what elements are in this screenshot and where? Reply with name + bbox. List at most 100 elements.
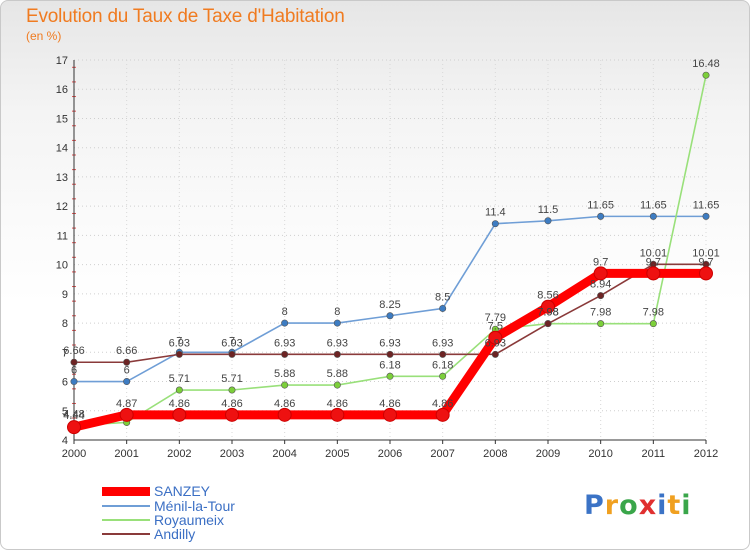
data-point: [491, 220, 499, 228]
data-point: [699, 266, 713, 281]
logo-letter: r: [604, 490, 620, 521]
data-point: [228, 350, 236, 358]
data-label: 10.01: [692, 247, 720, 259]
x-tick-label: 2009: [536, 448, 560, 460]
data-label: 7: [176, 335, 182, 347]
data-point: [386, 312, 394, 320]
data-label: 4.86: [432, 398, 453, 410]
x-tick-label: 2011: [642, 448, 666, 460]
legend-swatch-royaumeix: [102, 519, 150, 521]
data-label: 4.86: [169, 398, 190, 410]
data-point: [281, 350, 289, 358]
data-point: [175, 350, 183, 358]
legend-item-andilly[interactable]: Andilly: [102, 526, 302, 542]
data-point: [172, 407, 187, 422]
data-label: 11.4: [485, 207, 506, 219]
data-label: 6.18: [379, 359, 400, 371]
data-label: 7: [229, 335, 235, 347]
data-point: [702, 212, 710, 220]
data-label: 4.86: [327, 398, 348, 410]
x-tick-label: 2006: [378, 448, 402, 460]
data-label: 4.48: [63, 408, 84, 420]
data-point: [646, 266, 661, 281]
x-tick-label: 2010: [588, 448, 612, 460]
data-point: [439, 350, 447, 358]
y-tick-label: 15: [56, 113, 68, 125]
legend-item-sanzey[interactable]: SANZEY: [102, 483, 302, 499]
y-tick-label: 13: [56, 172, 68, 184]
data-label: 11.65: [693, 199, 720, 211]
legend-label: Royaumeix: [154, 512, 225, 528]
data-point: [649, 212, 657, 220]
logo-letter: o: [619, 490, 639, 521]
logo-letter: i: [657, 490, 668, 521]
x-tick-label: 2000: [62, 448, 86, 460]
data-label: 6.66: [63, 345, 84, 357]
data-label: 6.93: [327, 337, 348, 349]
legend-swatch-menil-la-tour: [102, 505, 150, 507]
legend-label: Andilly: [154, 526, 196, 542]
data-label: 9.7: [646, 256, 661, 268]
data-point: [277, 407, 292, 422]
x-tick-label: 2003: [220, 448, 244, 460]
y-tick-label: 5: [62, 406, 68, 418]
data-point: [541, 299, 555, 314]
data-point: [593, 266, 608, 281]
y-tick-label: 7: [62, 347, 68, 359]
data-point: [70, 378, 78, 386]
data-point: [386, 372, 394, 380]
data-point: [281, 381, 289, 389]
x-tick-label: 2008: [483, 448, 507, 460]
data-label: 7.98: [537, 307, 558, 319]
data-label: 7.98: [590, 307, 611, 319]
logo-letter: i: [681, 490, 692, 521]
data-point: [491, 350, 499, 358]
data-point: [123, 378, 131, 386]
data-point: [67, 420, 81, 435]
data-point: [383, 407, 397, 422]
x-tick-label: 2002: [167, 448, 191, 460]
data-label: 4.86: [221, 398, 242, 410]
data-point: [175, 386, 183, 394]
data-label: 8.5: [435, 291, 450, 303]
y-tick-label: 8: [62, 318, 68, 330]
chart-title: Evolution du Taux de Taxe d'Habitation: [26, 6, 345, 27]
y-tick-label: 11: [57, 230, 68, 242]
data-label: 8.25: [379, 299, 400, 311]
data-label: 9.7: [593, 256, 608, 268]
data-label: 6: [71, 365, 77, 377]
data-point: [330, 407, 345, 422]
data-point: [702, 71, 710, 79]
y-tick-label: 10: [56, 260, 68, 272]
legend-item-royaumeix[interactable]: Royaumeix: [102, 512, 302, 528]
data-point: [597, 292, 605, 300]
y-tick-label: 14: [56, 143, 68, 155]
data-label: 6.93: [221, 337, 242, 349]
data-label: 6.93: [169, 337, 190, 349]
x-tick-label: 2007: [430, 448, 454, 460]
data-label: 10.01: [640, 247, 668, 259]
data-label: 6.93: [274, 337, 295, 349]
data-point: [225, 407, 239, 422]
proxiti-logo: Proxiti: [584, 490, 692, 521]
y-tick-label: 6: [62, 377, 68, 389]
data-label: 5.88: [327, 368, 348, 380]
data-label: 8.56: [537, 290, 558, 302]
logo-letter: x: [638, 490, 658, 521]
data-point: [435, 407, 450, 422]
x-tick-label: 2004: [272, 448, 296, 460]
data-label: 8: [334, 306, 340, 318]
x-tick-label: 2012: [694, 448, 718, 460]
data-label: 4.87: [116, 398, 137, 410]
legend-swatch-andilly: [102, 533, 150, 535]
data-label: 7.98: [537, 307, 558, 319]
data-point: [597, 212, 605, 220]
data-label: 9.7: [698, 256, 713, 268]
x-tick-label: 2005: [325, 448, 349, 460]
legend-item-menil-la-tour[interactable]: Ménil-la-Tour: [102, 498, 302, 514]
data-point: [119, 407, 134, 422]
data-label: 6.93: [485, 337, 506, 349]
data-label: 6: [124, 365, 130, 377]
y-tick-label: 12: [56, 201, 68, 213]
